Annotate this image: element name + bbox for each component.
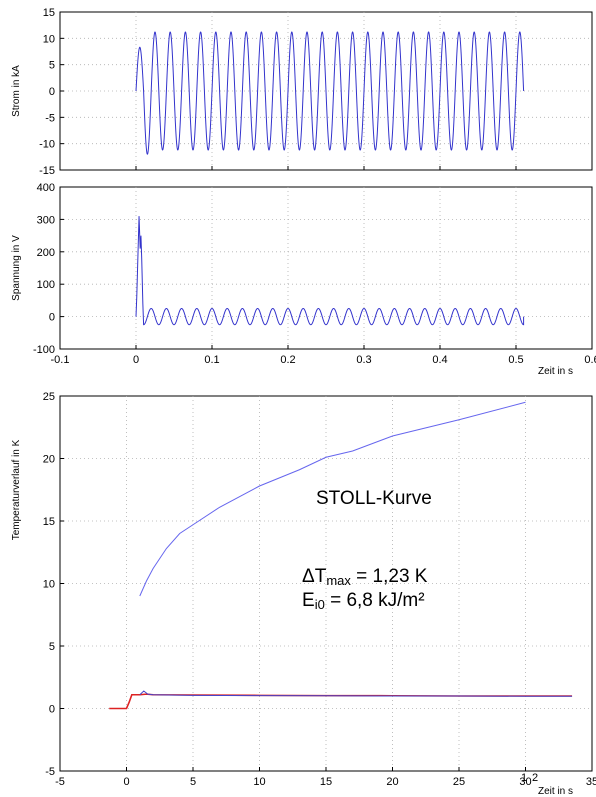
x-tick-label: 0.3 <box>356 354 371 366</box>
y-tick-label: 100 <box>37 279 55 291</box>
line-label-1: 1 <box>521 772 527 784</box>
x-tick-label: -5 <box>55 776 65 788</box>
energy-annotation: Ei0 = 6,8 kJ/m² <box>302 590 425 612</box>
y-tick-label: -10 <box>39 139 55 151</box>
x-tick-label: 0 <box>123 776 129 788</box>
voltage-grid <box>60 187 592 349</box>
x-tick-label: 20 <box>386 776 398 788</box>
current-plot: -15 -10 -5 0 5 10 15 Strom in kA <box>11 7 593 177</box>
voltage-series <box>135 216 525 326</box>
x-tick-label: 25 <box>453 776 465 788</box>
voltage-x-ticks: -0.1 0 0.1 0.2 0.3 0.4 0.5 0.6 <box>51 345 596 366</box>
y-tick-label: 5 <box>49 60 55 72</box>
voltage-y-axis-label: Spannung in V <box>11 235 22 301</box>
temperature-x-axis-label: Zeit in s <box>538 786 573 797</box>
x-tick-label: 10 <box>253 776 265 788</box>
y-tick-label: 0 <box>49 312 55 324</box>
voltage-y-ticks: -100 0 100 200 300 400 <box>33 182 64 356</box>
x-tick-label: 5 <box>190 776 196 788</box>
y-tick-label: -5 <box>45 766 55 778</box>
temperature-series-line-2 <box>139 690 573 697</box>
y-tick-label: 0 <box>49 86 55 98</box>
x-tick-label: 0.2 <box>280 354 295 366</box>
voltage-plot-frame <box>59 186 593 350</box>
temperature-y-axis-label: Temperaturverlauf in K <box>11 439 22 540</box>
voltage-x-axis-label: Zeit in s <box>538 366 573 377</box>
temperature-series-line-0 <box>139 401 526 597</box>
x-tick-label: 15 <box>320 776 332 788</box>
y-tick-label: 0 <box>49 704 55 716</box>
stoll-curve-annotation: STOLL-Kurve <box>316 488 432 509</box>
y-tick-label: 20 <box>43 454 55 466</box>
current-y-axis-label: Strom in kA <box>11 65 22 117</box>
y-tick-label: 200 <box>37 247 55 259</box>
delta-t-max-annotation: ΔTmax = 1,23 K <box>302 566 428 588</box>
y-tick-label: -100 <box>33 344 55 356</box>
y-tick-label: 25 <box>43 391 55 403</box>
x-tick-label: 0.4 <box>432 354 447 366</box>
line-label-2: 2 <box>532 772 538 784</box>
y-tick-label: 15 <box>43 516 55 528</box>
x-tick-label: 0.5 <box>508 354 523 366</box>
current-y-ticks: -15 -10 -5 0 5 10 15 <box>39 7 64 177</box>
y-tick-label: -5 <box>45 112 55 124</box>
x-tick-label: 0.1 <box>204 354 219 366</box>
current-series-line-0 <box>135 31 525 155</box>
y-tick-label: 15 <box>43 7 55 19</box>
y-tick-label: -15 <box>39 165 55 177</box>
voltage-plot: -100 0 100 200 300 400 -0.1 0 0.1 0.2 0.3 0.4 0.5 0.… <box>11 182 596 377</box>
temperature-series <box>109 401 573 710</box>
temperature-plot: -5 0 5 10 15 20 25 -5 0 5 10 15 20 25 30 35 Temperatur… <box>11 391 596 797</box>
temperature-y-ticks: -5 0 5 10 15 20 25 <box>43 391 64 778</box>
x-tick-label: -0.1 <box>51 354 70 366</box>
y-tick-label: 10 <box>43 33 55 45</box>
temperature-x-ticks: -5 0 5 10 15 20 25 30 35 <box>55 767 596 788</box>
current-series <box>135 31 525 155</box>
x-tick-label: 35 <box>586 776 596 788</box>
y-tick-label: 10 <box>43 579 55 591</box>
y-tick-label: 400 <box>37 182 55 194</box>
x-tick-label: 0.6 <box>584 354 596 366</box>
x-tick-label: 0 <box>133 354 139 366</box>
voltage-series-line-0 <box>135 216 525 326</box>
y-tick-label: 5 <box>49 641 55 653</box>
y-tick-label: 300 <box>37 214 55 226</box>
x-tick-label: 30 <box>519 776 531 788</box>
